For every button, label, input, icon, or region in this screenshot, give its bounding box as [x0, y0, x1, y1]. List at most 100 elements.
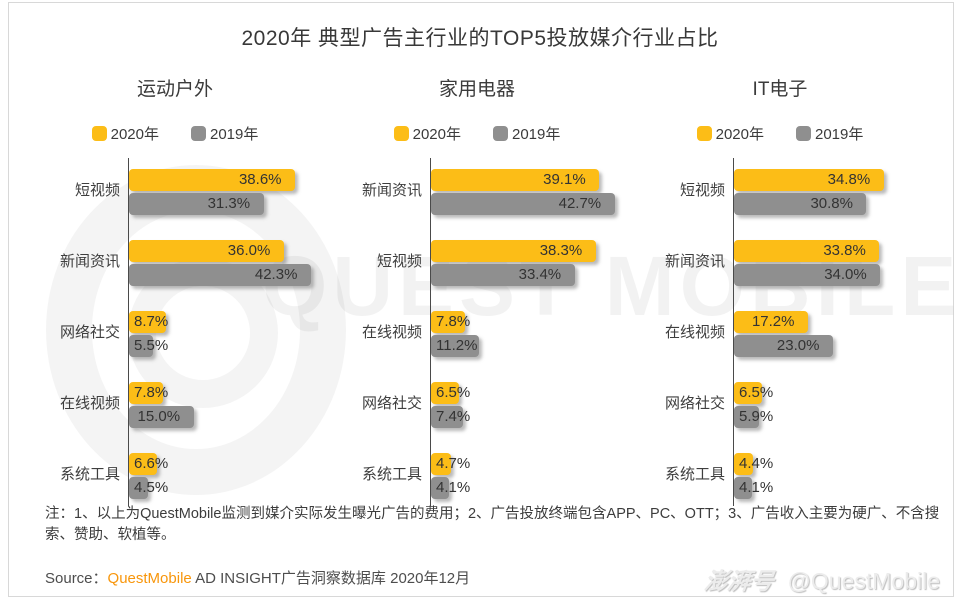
category-label: 短视频: [679, 182, 725, 199]
bar-value-label: 5.5%: [134, 337, 169, 354]
bar-value-label: 7.4%: [436, 408, 471, 425]
legend-swatch-icon: [493, 126, 508, 141]
bar-2019年-系统工具: 4.1%: [734, 477, 773, 499]
legend-item-2019年: 2019年: [191, 123, 258, 144]
bar-value-label: 42.3%: [254, 266, 298, 283]
category-label: 网络社交: [59, 324, 120, 341]
chart-area: 短视频 38.6% 31.3% 新闻资讯 36.0% 42.3% 网络社交 8.7% 5.5% 在…: [30, 158, 320, 506]
bar-value-label: 4.5%: [134, 479, 169, 496]
bar-2019年-新闻资讯: 42.3%: [129, 264, 311, 286]
panel-title: 运动户外: [136, 79, 213, 100]
pengpai-logo: 澎湃号: [702, 568, 776, 594]
bar-value-label: 8.7%: [134, 313, 169, 330]
category-label: 系统工具: [361, 466, 422, 483]
bar-value-label: 33.4%: [518, 266, 562, 283]
category-label: 在线视频: [361, 324, 422, 341]
bar-2020年-网络社交: 8.7%: [129, 311, 169, 333]
bar-value-label: 42.7%: [558, 195, 602, 212]
bar-2020年-短视频: 34.8%: [734, 169, 884, 191]
bar-value-label: 6.5%: [436, 384, 471, 401]
bar-value-label: 31.3%: [207, 195, 251, 212]
bar-2019年-短视频: 31.3%: [129, 193, 264, 215]
panel-家用电器: 家用电器 2020年 2019年新闻资讯 39.1% 42.7% 短视频 38.3% 33.4…: [332, 70, 622, 515]
chart-area: 新闻资讯 39.1% 42.7% 短视频 38.3% 33.4% 在线视频 7.8% 11.2%…: [332, 158, 622, 506]
questmobile-handle: @QuestMobile: [787, 568, 940, 594]
category-label: 新闻资讯: [361, 182, 422, 199]
bar-value-label: 4.1%: [436, 479, 471, 496]
bar-2019年-在线视频: 15.0%: [129, 406, 194, 428]
legend-item-2019年: 2019年: [493, 123, 560, 144]
category-label: 在线视频: [59, 395, 120, 412]
bar-value-label: 4.1%: [739, 479, 774, 496]
bar-2019年-系统工具: 4.5%: [129, 477, 168, 499]
category-label: 新闻资讯: [664, 253, 725, 270]
source-suffix: AD INSIGHT广告洞察数据库 2020年12月: [191, 570, 471, 587]
bar-2019年-短视频: 33.4%: [431, 264, 575, 286]
legend-swatch-icon: [393, 126, 409, 141]
legend-label: 2019年: [815, 126, 864, 143]
bar-2019年-网络社交: 5.9%: [734, 406, 773, 428]
axis-line: [430, 158, 431, 506]
legend: 2020年 2019年: [30, 123, 320, 144]
bar-value-label: 30.8%: [810, 195, 853, 212]
panel-IT电子: IT电子 2020年 2019年 短视频 34.8% 30.8% 新闻资讯 33.8% 34.0…: [635, 70, 925, 515]
bar-2020年-新闻资讯: 33.8%: [734, 240, 880, 262]
bar-value-label: 6.5%: [739, 384, 774, 401]
bar-value-label: 39.1%: [543, 171, 586, 188]
legend-label: 2020年: [715, 126, 764, 143]
bar-2020年-网络社交: 6.5%: [431, 382, 470, 404]
category-label: 系统工具: [59, 466, 120, 483]
axis-line: [128, 158, 129, 506]
bar-2020年-新闻资讯: 36.0%: [129, 240, 284, 262]
bar-value-label: 7.8%: [134, 384, 169, 401]
bar-2020年-在线视频: 17.2%: [734, 311, 808, 333]
legend-swatch-icon: [91, 126, 107, 141]
bar-value-label: 4.4%: [739, 455, 774, 472]
footnote: 注：1、以上为QuestMobile监测到媒介实际发生曝光广告的费用；2、广告投…: [45, 506, 940, 543]
legend-swatch-icon: [696, 126, 712, 141]
legend-swatch-icon: [796, 126, 811, 141]
legend: 2020年 2019年: [635, 123, 925, 144]
bar-value-label: 17.2%: [751, 313, 795, 330]
legend-item-2020年: 2020年: [91, 123, 159, 144]
bar-2020年-在线视频: 7.8%: [431, 311, 470, 333]
bar-value-label: 23.0%: [776, 337, 820, 354]
bar-2019年-新闻资讯: 42.7%: [431, 193, 615, 215]
bar-value-label: 33.8%: [823, 242, 866, 259]
legend-item-2019年: 2019年: [796, 123, 863, 144]
page-title: 2020年 典型广告主行业的TOP5投放媒介行业占比: [241, 27, 719, 50]
bar-value-label: 11.2%: [436, 337, 478, 354]
pengpai-watermark: 澎湃号 @QuestMobile: [702, 562, 940, 596]
panel-运动户外: 运动户外 2020年 2019年 短视频 38.6% 31.3% 新闻资讯 36.0% 42.3…: [30, 70, 320, 515]
bar-2020年-短视频: 38.6%: [129, 169, 295, 191]
bar-2019年-短视频: 30.8%: [734, 193, 867, 215]
legend-swatch-icon: [191, 126, 206, 141]
chart-area: 短视频 34.8% 30.8% 新闻资讯 33.8% 34.0% 在线视频 17.2% 23.0…: [635, 158, 925, 506]
category-label: 新闻资讯: [59, 253, 120, 270]
bar-2019年-在线视频: 11.2%: [431, 335, 480, 357]
bar-2020年-短视频: 38.3%: [431, 240, 596, 262]
legend: 2020年 2019年: [332, 123, 622, 144]
category-label: 网络社交: [361, 395, 422, 412]
bar-2020年-系统工具: 6.6%: [129, 453, 168, 475]
panel-title: 家用电器: [438, 79, 515, 100]
bar-value-label: 38.3%: [539, 242, 583, 259]
bar-2019年-网络社交: 7.4%: [431, 406, 470, 428]
bar-value-label: 34.0%: [824, 266, 867, 283]
bar-2020年-系统工具: 4.7%: [431, 453, 470, 475]
bar-2019年-系统工具: 4.1%: [431, 477, 470, 499]
legend-item-2020年: 2020年: [393, 123, 461, 144]
bar-value-label: 34.8%: [827, 171, 871, 188]
category-label: 短视频: [376, 253, 422, 270]
bar-value-label: 6.6%: [134, 455, 169, 472]
bar-2020年-在线视频: 7.8%: [129, 382, 168, 404]
bar-2019年-新闻资讯: 34.0%: [734, 264, 881, 286]
bar-2020年-网络社交: 6.5%: [734, 382, 773, 404]
legend-item-2020年: 2020年: [696, 123, 764, 144]
category-label: 系统工具: [664, 466, 725, 483]
legend-label: 2020年: [110, 126, 159, 143]
bar-2020年-新闻资讯: 39.1%: [431, 169, 600, 191]
bar-2019年-网络社交: 5.5%: [129, 335, 168, 357]
bar-value-label: 36.0%: [227, 242, 271, 259]
